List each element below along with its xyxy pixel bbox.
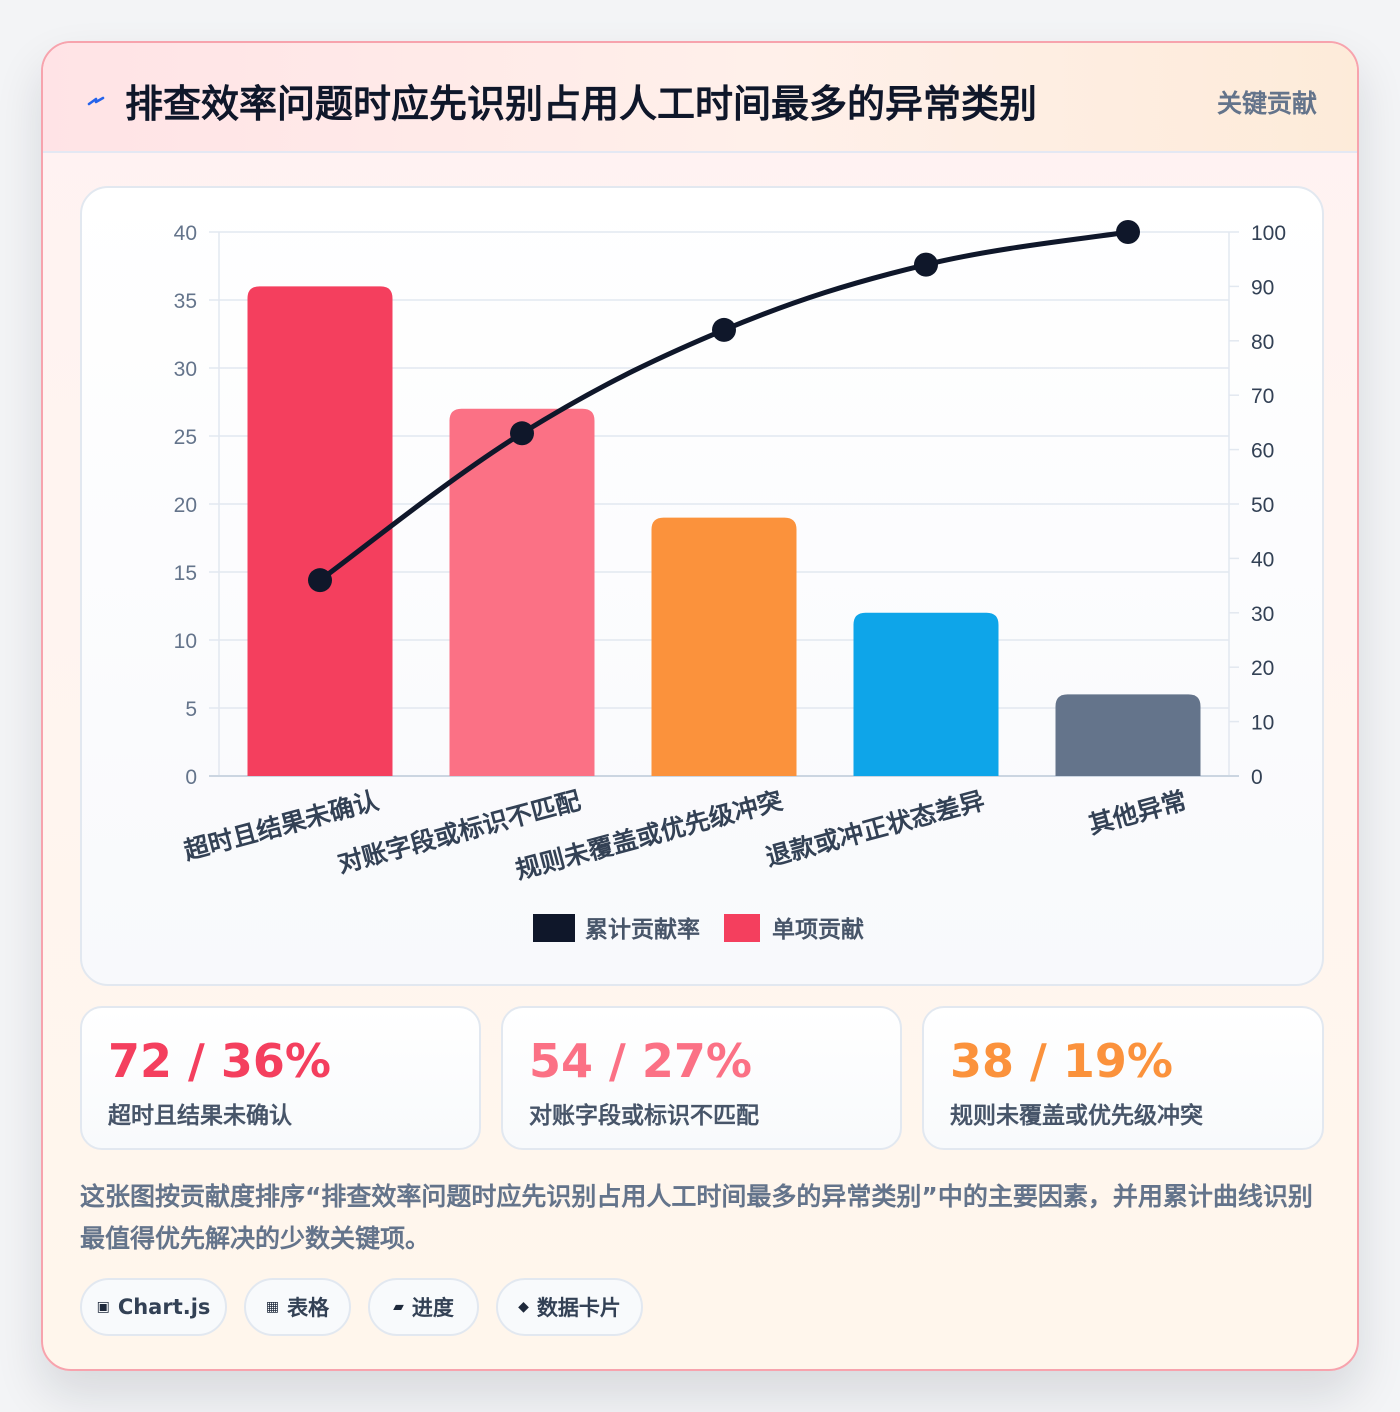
- stat-card-1: 72 / 36% 超时且结果未确认: [80, 1006, 481, 1150]
- bar-4: [853, 612, 999, 776]
- stat-label: 超时且结果未确认: [108, 1103, 292, 1129]
- stat-value: 72 / 36%: [108, 1034, 331, 1088]
- left-tick-label: 40: [174, 222, 197, 245]
- stat-cards: 72 / 36% 超时且结果未确认 54 / 27% 对账字段或标识不匹配 38…: [80, 1006, 1324, 1150]
- stat-card-2: 54 / 27% 对账字段或标识不匹配: [501, 1006, 902, 1150]
- bar-5: [1055, 694, 1201, 776]
- x-category-label: 退款或冲正状态差异: [763, 786, 988, 872]
- cumulative-point-1: [308, 568, 332, 593]
- right-tick-label: 70: [1251, 385, 1274, 408]
- chip-chartjs[interactable]: ▣ Chart.js: [80, 1278, 227, 1336]
- pareto-chart: 05101520253035400102030405060708090100超时…: [174, 220, 1286, 942]
- stat-label: 对账字段或标识不匹配: [529, 1103, 759, 1129]
- right-tick-label: 50: [1251, 494, 1274, 517]
- right-tick-label: 30: [1251, 603, 1274, 626]
- square-icon: ▣: [96, 1299, 110, 1315]
- chip-label: 进度: [411, 1296, 454, 1320]
- right-tick-label: 20: [1251, 657, 1274, 680]
- card-header: 排查效率问题时应先识别占用人工时间最多的异常类别 关键贡献: [43, 43, 1357, 153]
- dashboard-card: 排查效率问题时应先识别占用人工时间最多的异常类别 关键贡献 0 5 10 15 20 25…: [41, 41, 1359, 1371]
- bar-1: [247, 286, 393, 776]
- chip-data-card[interactable]: ◆ 数据卡片: [496, 1278, 643, 1336]
- cumulative-point-2: [510, 421, 534, 446]
- legend-swatch-bars: [724, 914, 760, 942]
- legend-label-cumulative: 累计贡献率: [585, 916, 700, 942]
- left-tick-label: 30: [174, 358, 197, 381]
- bar-2: [449, 408, 595, 776]
- chip-label: 数据卡片: [536, 1296, 621, 1320]
- left-tick-label: 15: [174, 562, 197, 585]
- right-tick-label: 80: [1251, 331, 1274, 354]
- chart-panel: 0 5 10 15 20 25 30 35 40 0 10 20 30 40 50 60 70 80 90 100 超时…: [80, 186, 1324, 986]
- left-tick-label: 35: [174, 290, 197, 313]
- cumulative-point-4: [914, 252, 938, 277]
- legend-swatch-cumulative: [533, 914, 575, 942]
- stat-label: 规则未覆盖或优先级冲突: [950, 1103, 1203, 1129]
- left-tick-label: 10: [174, 630, 197, 653]
- header-tag: 关键贡献: [1216, 89, 1317, 118]
- right-tick-label: 100: [1251, 222, 1286, 245]
- right-tick-label: 90: [1251, 276, 1274, 299]
- right-tick-label: 0: [1251, 766, 1263, 789]
- stat-value: 54 / 27%: [529, 1034, 752, 1088]
- left-tick-label: 25: [174, 426, 197, 449]
- feature-chips: ▣ Chart.js ▦ 表格 ▰ 进度 ◆ 数据卡片: [80, 1278, 1280, 1336]
- page-title: 排查效率问题时应先识别占用人工时间最多的异常类别: [125, 82, 1038, 126]
- stat-value: 38 / 19%: [950, 1034, 1173, 1088]
- left-tick-label: 0: [185, 766, 197, 789]
- bar-3: [651, 517, 797, 776]
- progress-icon: ▰: [393, 1299, 404, 1315]
- cumulative-point-5: [1116, 220, 1140, 244]
- legend-label-bars: 单项贡献: [772, 916, 864, 942]
- chip-progress[interactable]: ▰ 进度: [368, 1278, 479, 1336]
- left-tick-label: 20: [174, 494, 197, 517]
- chip-table[interactable]: ▦ 表格: [244, 1278, 351, 1336]
- bolt-icon: [87, 96, 105, 106]
- left-tick-label: 5: [185, 698, 197, 721]
- chip-label: 表格: [287, 1296, 330, 1320]
- diamond-icon: ◆: [518, 1299, 529, 1315]
- x-category-label: 其他异常: [1085, 786, 1189, 840]
- stat-card-3: 38 / 19% 规则未覆盖或优先级冲突: [922, 1006, 1324, 1150]
- chip-label: Chart.js: [117, 1295, 211, 1319]
- right-tick-label: 60: [1251, 440, 1274, 463]
- right-tick-label: 10: [1251, 712, 1274, 735]
- cumulative-point-3: [712, 317, 736, 342]
- right-tick-label: 40: [1251, 548, 1274, 571]
- grid-icon: ▦: [265, 1299, 280, 1315]
- chart-description: 这张图按贡献度排序“排查效率问题时应先识别占用人工时间最多的异常类别”中的主要因…: [80, 1182, 1313, 1253]
